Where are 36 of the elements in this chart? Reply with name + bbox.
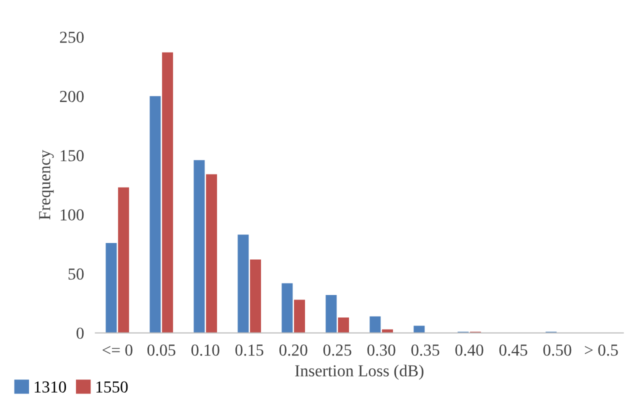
legend-label: 1550: [96, 381, 128, 393]
x-tick-label: 0.25: [323, 344, 352, 356]
bar: [118, 187, 130, 333]
bar: [206, 174, 218, 333]
x-tick-label: 0.35: [411, 344, 440, 356]
bar: [414, 326, 425, 333]
x-tick-label: 0.50: [543, 344, 572, 356]
bar: [106, 242, 117, 333]
bar: [194, 160, 205, 333]
bar: [250, 260, 262, 333]
y-tick-label: 50: [68, 268, 84, 280]
x-tick-label: 0.20: [279, 344, 308, 356]
x-tick-label: > 0.5: [584, 344, 618, 356]
x-tick-label: 0.05: [147, 344, 176, 356]
bar: [150, 96, 161, 333]
y-tick-label: 200: [60, 90, 84, 102]
x-tick-label: 0.15: [235, 344, 264, 356]
x-axis-title: Insertion Loss (dB): [295, 364, 424, 380]
bar: [162, 52, 174, 333]
bar: [238, 234, 249, 333]
bar: [282, 283, 293, 333]
bar: [326, 295, 337, 333]
legend-label: 1310: [34, 381, 66, 393]
bar: [370, 316, 381, 333]
bar: [294, 300, 306, 333]
y-tick-label: 100: [60, 209, 84, 220]
x-tick-label: 0.45: [499, 344, 528, 356]
x-tick-label: 0.40: [455, 344, 484, 356]
y-tick-label: 250: [60, 32, 84, 43]
y-axis-title: Frequency: [39, 150, 54, 220]
x-tick-label: 0.30: [367, 344, 396, 356]
bar: [338, 318, 349, 333]
y-tick-label: 150: [60, 150, 84, 162]
x-tick-label: 0.10: [191, 344, 220, 356]
x-tick-label: <= 0: [102, 344, 132, 356]
y-tick-label: 0: [76, 328, 84, 339]
